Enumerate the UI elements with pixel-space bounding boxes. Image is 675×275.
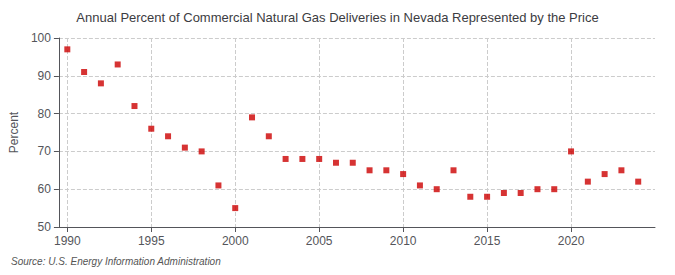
svg-text:Percent: Percent (7, 111, 21, 153)
svg-text:2015: 2015 (474, 234, 501, 248)
svg-text:2020: 2020 (558, 234, 585, 248)
svg-text:90: 90 (38, 69, 52, 83)
svg-text:Annual Percent of Commercial N: Annual Percent of Commercial Natural Gas… (76, 10, 598, 25)
svg-text:2005: 2005 (306, 234, 333, 248)
svg-text:2000: 2000 (222, 234, 249, 248)
svg-text:Source: U.S. Energy Informatio: Source: U.S. Energy Information Administ… (11, 256, 221, 267)
svg-text:70: 70 (38, 144, 52, 158)
svg-text:1995: 1995 (138, 234, 165, 248)
svg-text:50: 50 (38, 220, 52, 234)
svg-text:1990: 1990 (54, 234, 81, 248)
svg-text:2010: 2010 (390, 234, 417, 248)
svg-text:60: 60 (38, 182, 52, 196)
svg-text:80: 80 (38, 107, 52, 121)
svg-text:100: 100 (31, 31, 51, 45)
